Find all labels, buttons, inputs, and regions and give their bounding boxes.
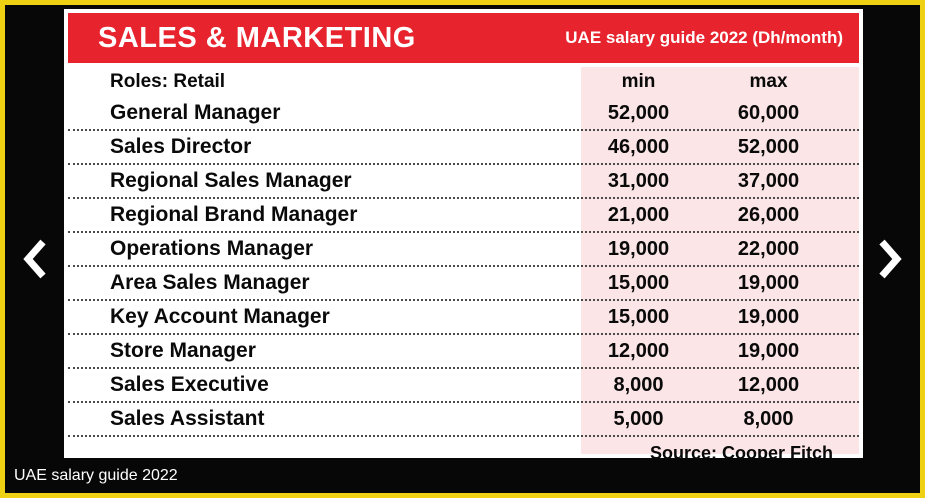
role-cell: General Manager bbox=[110, 101, 281, 124]
max-cell: 12,000 bbox=[737, 373, 800, 396]
max-cell: 22,000 bbox=[737, 237, 800, 260]
table-row: Key Account Manager 15,000 19,000 bbox=[68, 301, 859, 335]
table-row: Sales Director 46,000 52,000 bbox=[68, 131, 859, 165]
min-cell: 19,000 bbox=[607, 237, 670, 260]
guide-subtitle: UAE salary guide 2022 (Dh/month) bbox=[565, 28, 843, 47]
image-caption: UAE salary guide 2022 bbox=[14, 467, 178, 484]
next-button[interactable] bbox=[874, 237, 908, 283]
section-title: SALES & MARKETING bbox=[98, 21, 416, 54]
max-cell: 26,000 bbox=[737, 203, 800, 226]
max-cell: 52,000 bbox=[737, 135, 800, 158]
min-cell: 31,000 bbox=[607, 169, 670, 192]
role-cell: Regional Brand Manager bbox=[110, 203, 358, 226]
salary-table-card: SALES & MARKETING UAE salary guide 2022 … bbox=[64, 9, 863, 463]
min-cell: 15,000 bbox=[607, 305, 670, 328]
max-cell: 60,000 bbox=[737, 101, 800, 124]
role-cell: Sales Assistant bbox=[110, 407, 265, 430]
table-row: Regional Sales Manager 31,000 37,000 bbox=[68, 165, 859, 199]
role-cell: Operations Manager bbox=[110, 237, 314, 260]
table-row: Sales Executive 8,000 12,000 bbox=[68, 369, 859, 403]
table-header-row: Roles: Retail min max bbox=[68, 67, 859, 97]
role-cell: Store Manager bbox=[110, 339, 256, 362]
table-row: Area Sales Manager 15,000 19,000 bbox=[68, 267, 859, 301]
min-cell: 46,000 bbox=[607, 135, 670, 158]
max-cell: 37,000 bbox=[737, 169, 800, 192]
table-row: Store Manager 12,000 19,000 bbox=[68, 335, 859, 369]
column-header-max: max bbox=[749, 71, 788, 92]
min-cell: 12,000 bbox=[607, 339, 670, 362]
min-cell: 15,000 bbox=[607, 271, 670, 294]
card-header: SALES & MARKETING UAE salary guide 2022 … bbox=[68, 13, 859, 63]
min-max-highlight-panel bbox=[581, 67, 859, 454]
chevron-left-icon bbox=[20, 238, 48, 283]
table-row: Regional Brand Manager 21,000 26,000 bbox=[68, 199, 859, 233]
max-cell: 19,000 bbox=[737, 271, 800, 294]
min-cell: 8,000 bbox=[613, 373, 664, 396]
role-cell: Key Account Manager bbox=[110, 305, 330, 328]
role-cell: Sales Executive bbox=[110, 373, 269, 396]
min-cell: 5,000 bbox=[613, 407, 664, 430]
table-row: General Manager 52,000 60,000 bbox=[68, 97, 859, 131]
role-cell: Area Sales Manager bbox=[110, 271, 310, 294]
table-row: Sales Assistant 5,000 8,000 bbox=[68, 403, 859, 437]
table-row: Operations Manager 19,000 22,000 bbox=[68, 233, 859, 267]
source-credit: Source: Cooper Fitch bbox=[649, 442, 833, 463]
min-cell: 52,000 bbox=[607, 101, 670, 124]
chevron-right-icon bbox=[877, 238, 905, 283]
max-cell: 8,000 bbox=[743, 407, 794, 430]
salary-table: Roles: Retail min max General Manager 52… bbox=[68, 67, 859, 463]
max-cell: 19,000 bbox=[737, 305, 800, 328]
role-cell: Regional Sales Manager bbox=[110, 169, 352, 192]
max-cell: 19,000 bbox=[737, 339, 800, 362]
min-cell: 21,000 bbox=[607, 203, 670, 226]
column-header-min: min bbox=[621, 71, 656, 92]
role-cell: Sales Director bbox=[110, 135, 252, 158]
column-header-roles: Roles: Retail bbox=[110, 71, 226, 92]
prev-button[interactable] bbox=[17, 237, 51, 283]
